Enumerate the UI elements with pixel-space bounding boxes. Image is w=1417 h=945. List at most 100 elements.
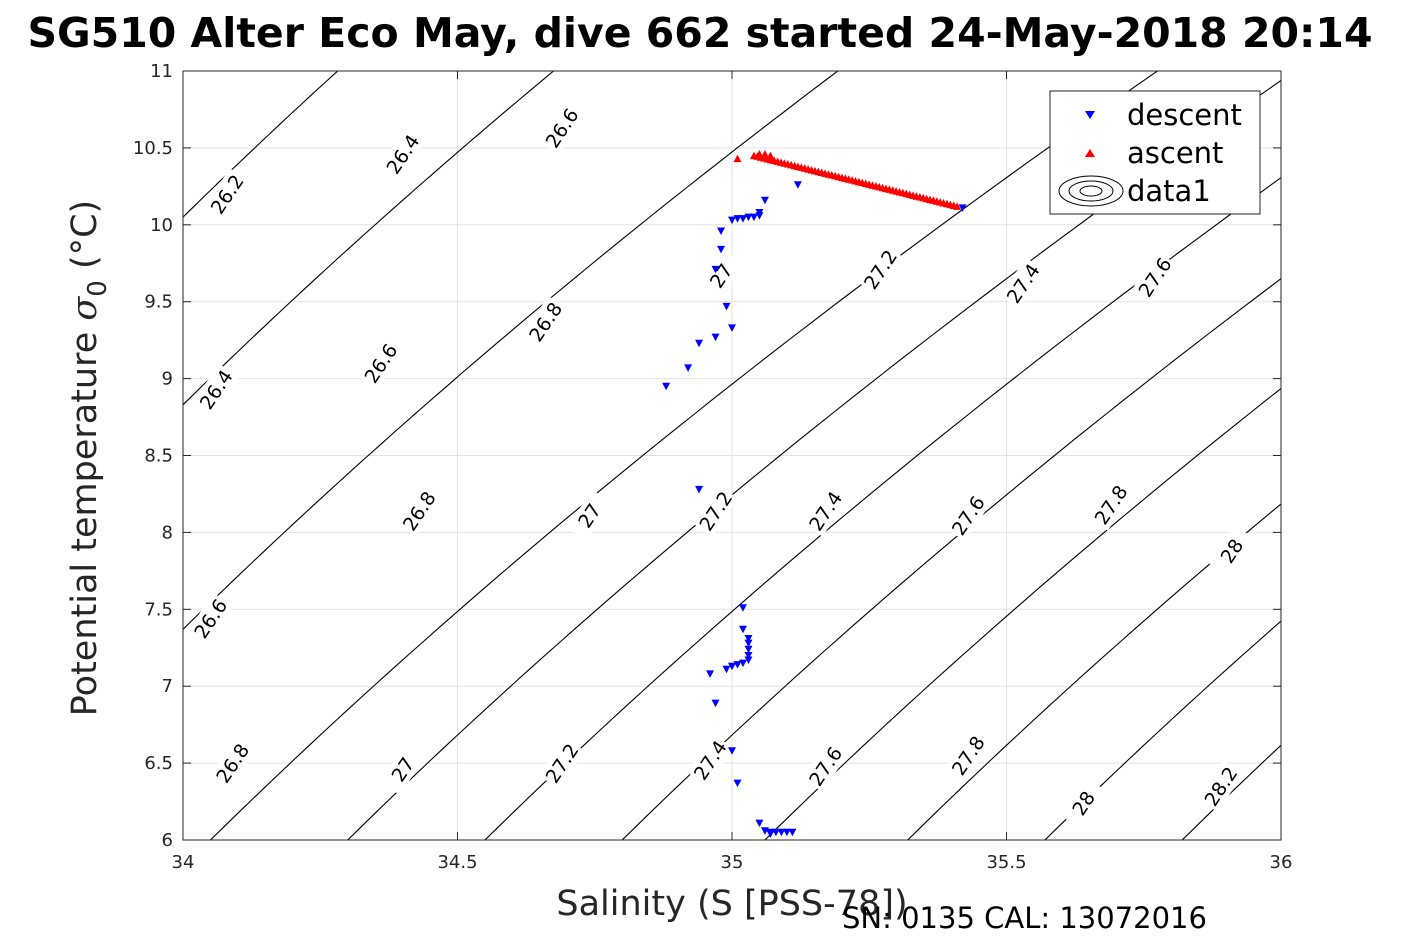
contour-label-bg [945,489,991,542]
descent-point [749,213,758,222]
legend-data1-label: data1 [1127,174,1211,208]
contour-label-bg [1060,777,1107,829]
contour-label-bg [522,295,569,348]
density-contours [183,71,1281,840]
descent-point [755,819,764,828]
legend-box [1049,90,1261,215]
descent-point [777,828,786,837]
y-tick-label: 10 [150,215,173,236]
contour-label-bg [539,737,585,789]
ascent-point [760,150,769,158]
legend-descent-marker [1085,111,1095,119]
contour-label-bg [379,743,426,796]
contour-label-bg [566,489,613,542]
contour-line-27-8 [907,503,1281,840]
descent-point [717,245,726,254]
legend-data1-marker [1058,175,1124,207]
descent-point [744,639,753,648]
descent-point [760,196,769,205]
descent-point [788,828,797,837]
contour-line-27-2 [484,176,1281,840]
ascent-point [733,154,742,163]
contour-line-28 [1044,620,1281,840]
legend-ascent-label: ascent [1127,136,1223,170]
contour-label-bg [187,592,234,645]
contour-line-26-4 [183,71,555,406]
descent-point [744,635,753,643]
y-tick-label: 11 [150,61,173,82]
contour-line-27-6 [764,387,1281,840]
contour-line-27-4 [621,278,1281,840]
y-tick-label: 6.5 [144,753,173,774]
contour-label-bg [209,737,256,789]
x-tick-label: 34 [172,852,195,873]
contour-label-bg [857,243,904,296]
descent-point [711,699,720,708]
y-tick-label: 10.5 [133,138,173,159]
sensor-calibration-footer: SN: 0135 CAL: 13072016 [842,901,1207,935]
y-axis-label-main: Potential temperature [65,321,105,717]
x-axis-label: Salinity (S [PSS-78]) [556,884,907,924]
contour-label-bg [687,734,733,786]
y-tick-label: 7 [162,676,173,697]
descent-point [684,364,693,372]
descent-point [717,227,726,235]
x-tick-label: 35.5 [986,852,1026,873]
descent-point [695,485,704,494]
y-axis-label-sigma: σ [65,296,105,321]
x-tick-label: 34.5 [437,852,477,873]
descent-point [695,339,704,348]
contour-line-26-8 [210,71,1159,840]
y-tick-label: 7.5 [144,599,173,620]
y-axis-label: Potential temperature σ0 (°C) [65,200,113,716]
descent-point [738,215,747,223]
y-axis-label-unit: (°C) [65,200,105,280]
ascent-point [953,202,962,210]
axis-ticks: 34 34.5 35 35.5 36 6 6.5 7 7.5 8 8.5 9 9.5 10 10.5 11 [133,61,1293,873]
descent-series [662,181,967,838]
descent-point [744,656,753,665]
legend: descent ascent data1 [1049,90,1261,215]
descent-point [728,747,736,755]
legend-ascent-marker [1085,149,1095,157]
contour-label-bg [945,729,991,782]
descent-point [733,779,742,788]
contour-label-bg [1208,525,1255,577]
y-tick-label: 8 [162,522,173,543]
contour-label-bg [802,485,849,537]
descent-point [793,181,802,189]
ascent-series [733,150,962,210]
descent-point [711,333,720,342]
descent-point [744,651,753,660]
descent-point [722,302,731,311]
x-tick-label: 35 [721,852,744,873]
y-tick-label: 9.5 [144,292,173,313]
legend-descent-label: descent [1127,98,1242,132]
chart-title: SG510 Alter Eco May, dive 662 started 24… [28,9,1373,57]
descent-point [728,662,736,671]
y-axis-label-subscript: 0 [83,280,113,297]
contour-label-bg [692,485,739,537]
contour-label-bg [193,363,239,416]
contour-label-bg [396,485,442,537]
descent-point [722,665,731,674]
contour-label-bg [379,128,426,180]
descent-point [711,265,720,274]
descent-point [706,670,715,678]
y-tick-label: 6 [162,830,173,851]
contour-label-bg [1000,257,1046,310]
descent-point [958,204,967,212]
contour-label-bg [1131,251,1178,303]
descent-point [782,828,791,837]
descent-point [738,625,747,634]
descent-point [766,830,775,838]
contour-label-bg [1197,760,1244,812]
contour-label-bg [204,168,250,220]
descent-point [662,382,671,391]
descent-point [744,645,753,654]
y-tick-label: 8.5 [144,446,173,467]
contour-label-bg [539,102,585,154]
contour-label-bg [698,249,744,302]
descent-point [738,604,747,612]
